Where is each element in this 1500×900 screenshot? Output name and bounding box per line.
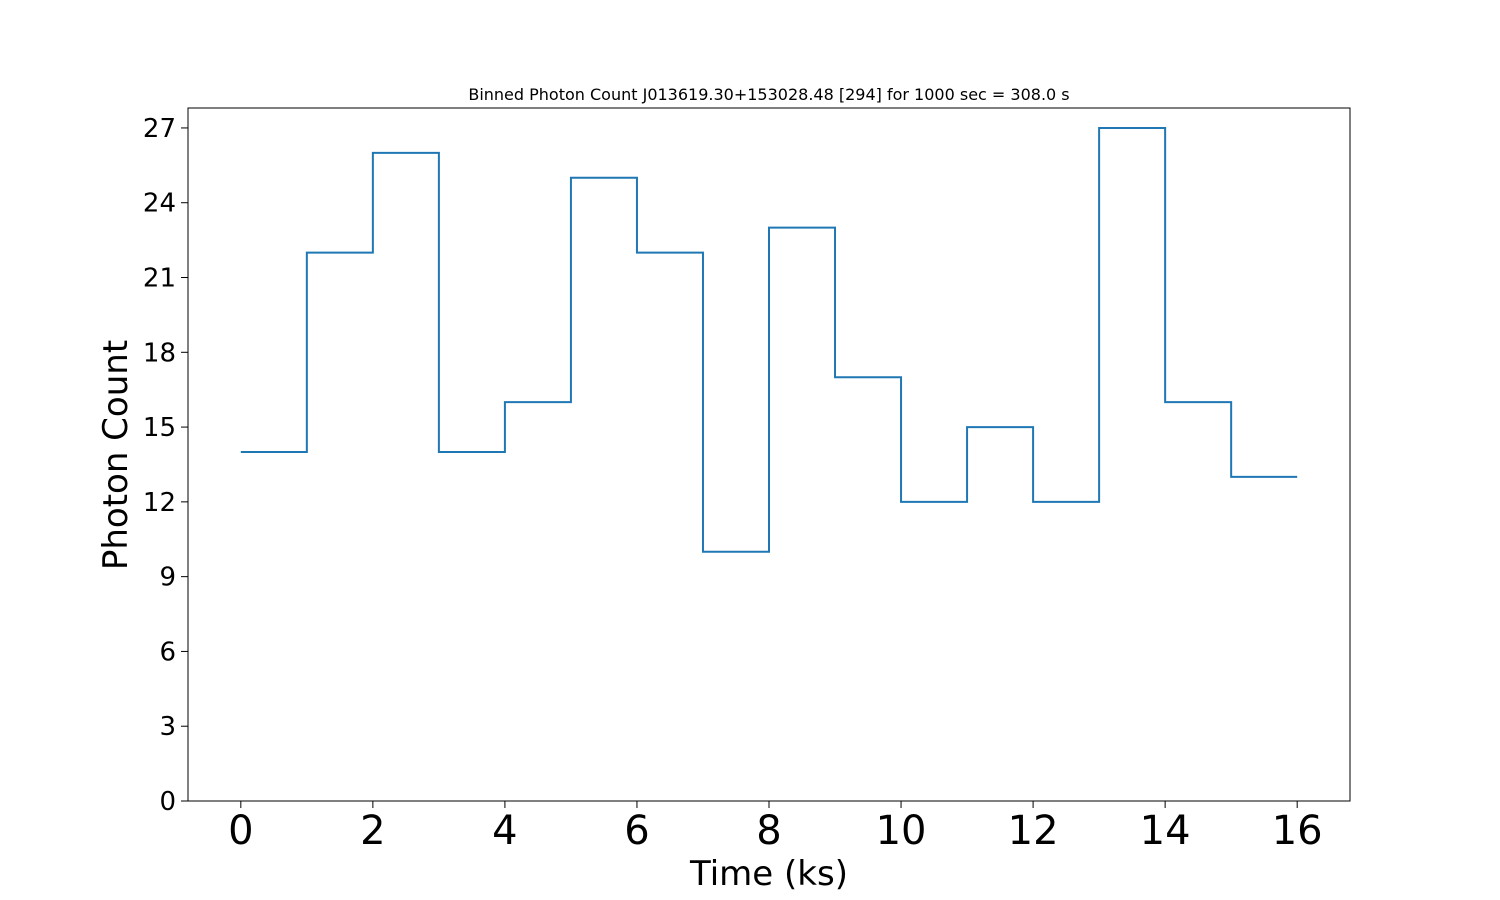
y-tick-label: 27 (143, 114, 176, 144)
x-tick-label: 2 (360, 808, 385, 854)
x-tick-label: 12 (1008, 808, 1059, 854)
series-group (240, 126, 1298, 553)
x-axis-ticks: 0 2 4 6 8 10 12 14 16 (228, 801, 1323, 854)
series-line-0 (240, 126, 1298, 553)
y-tick-label: 3 (159, 712, 176, 742)
y-axis-label: Photon Count (96, 340, 136, 570)
x-tick-label: 6 (624, 808, 649, 854)
y-tick-label: 18 (143, 338, 176, 368)
x-tick-label: 4 (492, 808, 517, 854)
x-tick-label: 8 (756, 808, 781, 854)
y-tick-label: 6 (159, 637, 176, 667)
y-tick-label: 21 (143, 264, 176, 294)
x-tick-label: 10 (876, 808, 927, 854)
y-axis-ticks: 0 3 6 9 12 15 18 21 24 27 (143, 114, 188, 817)
x-tick-label: 16 (1272, 808, 1323, 854)
x-tick-label: 14 (1140, 808, 1191, 854)
x-axis-label: Time (ks) (689, 854, 848, 894)
y-tick-label: 0 (159, 787, 176, 817)
x-tick-label: 0 (228, 808, 253, 854)
y-tick-label: 12 (143, 488, 176, 518)
y-tick-label: 24 (143, 189, 176, 219)
chart-title: Binned Photon Count J013619.30+153028.48… (468, 85, 1069, 104)
y-tick-label: 9 (159, 563, 176, 593)
y-tick-label: 15 (143, 413, 176, 443)
